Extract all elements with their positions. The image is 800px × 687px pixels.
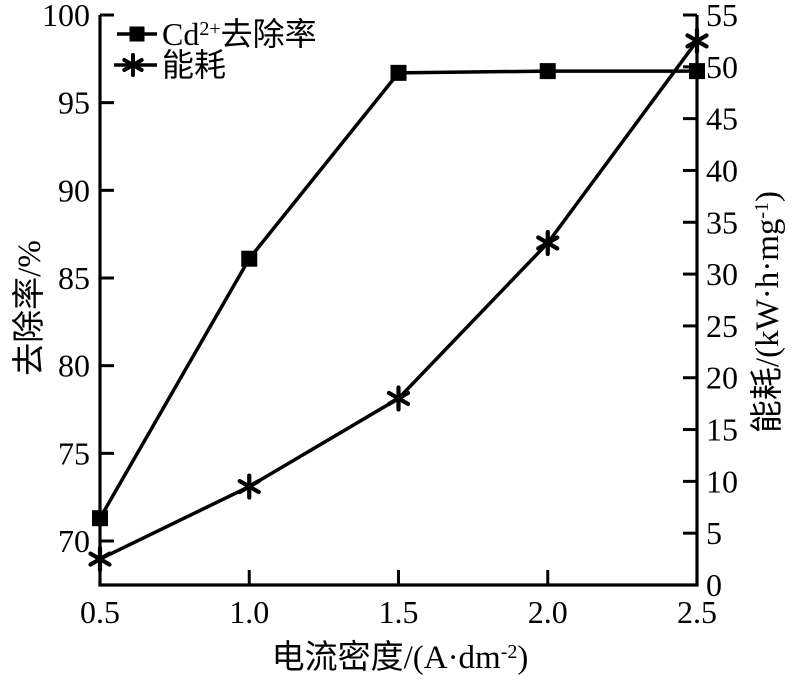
data-point-asterisk-marker	[237, 478, 261, 495]
x-axis-title-superscript: -2	[500, 641, 518, 663]
left-axis-title: 去除率/%	[12, 240, 48, 376]
data-point-asterisk-marker	[685, 33, 709, 49]
right-axis-tick-label: 30	[706, 256, 738, 292]
left-axis-tick-label: 80	[58, 348, 90, 384]
right-axis-tick-label: 40	[706, 152, 738, 188]
x-axis-title: 电流密度/(A·dm-2)	[0, 638, 800, 678]
legend-label-energy: 能耗	[162, 47, 226, 83]
series-line-energy	[99, 39, 699, 561]
right-axis-tick-label: 10	[706, 463, 738, 499]
legend-label-cd-text: Cd	[162, 16, 200, 52]
right-axis-title: 能耗/(kW·h·mg-1)	[750, 191, 786, 433]
right-axis-tick-label: 15	[706, 412, 738, 448]
left-axis-title-text: 去除率/%	[12, 240, 48, 376]
legend-label-cd-removal: Cd2+去除率	[162, 16, 317, 52]
left-axis-tick-label: 90	[58, 172, 90, 208]
left-axis-tick-label: 70	[58, 523, 90, 559]
right-axis-tick-label: 0	[706, 567, 722, 603]
right-axis-tick-label: 20	[706, 360, 738, 396]
left-axis-tick-label: 85	[58, 260, 90, 296]
right-axis-tick-label: 35	[706, 204, 738, 240]
series-line-removal	[98, 69, 697, 520]
legend-asterisk-marker	[122, 58, 144, 72]
legend-square-marker	[129, 26, 145, 42]
data-point-asterisk-marker	[88, 551, 112, 567]
legend-label-energy-text: 能耗	[162, 47, 227, 83]
data-point-square-marker	[92, 510, 108, 527]
data-point-square-marker	[539, 63, 556, 80]
x-axis-tick-label: 0.5	[80, 594, 120, 630]
right-axis-title-suffix: )	[750, 190, 786, 202]
left-axis-tick-label: 75	[58, 435, 90, 471]
right-axis-tick-label: 25	[706, 308, 738, 344]
x-axis-tick-label: 1.5	[379, 594, 419, 630]
legend-label-cd-superscript: 2+	[199, 18, 221, 40]
x-axis-tick-label: 1.0	[229, 594, 269, 630]
left-axis-tick-label: 100	[42, 0, 90, 33]
data-point-square-marker	[390, 64, 407, 81]
legend-label-cd-suffix: 去除率	[220, 16, 317, 52]
right-axis-tick-label: 55	[706, 0, 738, 33]
right-axis-tick-label: 5	[706, 515, 722, 551]
right-axis-title-superscript: -1	[751, 201, 773, 219]
x-axis-title-suffix: )	[517, 640, 529, 676]
data-point-asterisk-marker	[536, 235, 560, 251]
left-axis-tick-label: 95	[58, 85, 90, 121]
data-point-square-marker	[689, 63, 705, 80]
x-axis-title-text: 电流密度/(A·dm	[271, 640, 501, 676]
x-axis-tick-label: 2.5	[677, 594, 717, 630]
right-axis-title-text: 能耗/(kW·h·mg	[750, 218, 786, 434]
right-axis-tick-label: 45	[706, 101, 738, 137]
x-axis-tick-label: 2.0	[528, 594, 568, 630]
right-axis-tick-label: 50	[706, 49, 738, 85]
data-point-asterisk-marker	[386, 390, 411, 407]
data-point-square-marker	[241, 250, 258, 267]
